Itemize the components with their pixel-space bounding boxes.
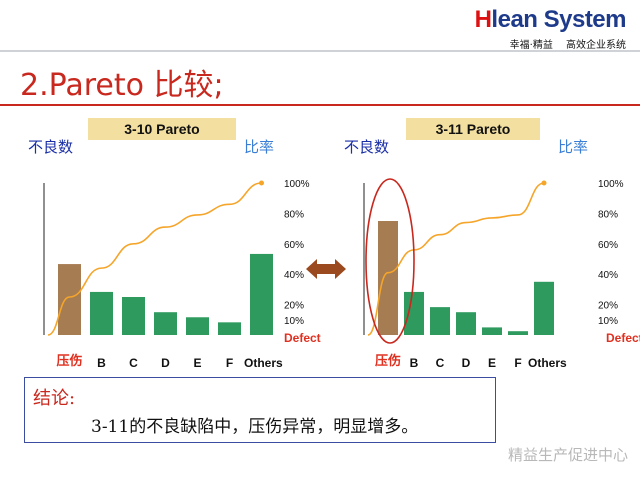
chart-title: 3-10 Pareto: [124, 121, 199, 137]
x-tick-label: F: [514, 356, 521, 370]
highlight-ellipse: [365, 178, 415, 344]
bar: [250, 253, 273, 335]
x-tick-label: F: [226, 356, 233, 370]
cumulative-line: [367, 182, 545, 336]
x-tick-label: C: [129, 356, 138, 370]
x-tick-label: 压伤: [375, 353, 401, 369]
y2-tick-label: 100%: [284, 179, 310, 190]
x-tick-label: C: [436, 356, 445, 370]
y2-tick-label: 60%: [598, 240, 618, 251]
x-tick-label: 压伤: [56, 353, 82, 369]
y2-tick-label: 20%: [598, 301, 618, 312]
header-subtitle: 幸福·精益 高效企业系统: [509, 40, 626, 51]
bar: [482, 327, 502, 335]
bar: [154, 312, 177, 335]
compare-double-arrow-icon: [306, 259, 346, 279]
x-axis-label: Defect: [606, 331, 640, 345]
y2-tick-label: 60%: [284, 240, 304, 251]
header-logo: Hlean System: [474, 6, 627, 34]
x-tick-label: Others: [528, 356, 567, 370]
y2-tick-label: 10%: [598, 316, 618, 327]
chart-title: 3-11 Pareto: [436, 121, 511, 137]
y2-tick-label: 40%: [284, 270, 304, 281]
y2-axis-label: 比率: [558, 138, 588, 156]
bar: [508, 331, 528, 335]
conclusion-text: 3-11的不良缺陷中，压伤异常，明显增多。: [91, 417, 419, 437]
y2-tick-label: 100%: [598, 179, 624, 190]
title-underline: [0, 104, 640, 106]
bar: [534, 281, 554, 335]
conclusion-box: 结论: 3-11的不良缺陷中，压伤异常，明显增多。: [24, 377, 496, 443]
bar: [404, 291, 424, 335]
x-tick-label: Others: [244, 356, 283, 370]
x-tick-label: D: [462, 356, 471, 370]
bar: [456, 312, 476, 335]
y-axis-label: 不良数: [344, 138, 389, 156]
x-tick-label: B: [410, 356, 419, 370]
y2-axis-label: 比率: [244, 138, 274, 156]
bar: [218, 322, 241, 335]
cumulative-end-point: [259, 180, 264, 186]
watermark-text: 精益生产促进中心: [507, 446, 628, 464]
cumulative-end-point: [541, 180, 547, 186]
bar: [430, 307, 450, 335]
y2-tick-label: 80%: [598, 209, 618, 220]
bar: [90, 291, 113, 335]
chart-title-tab: [88, 118, 236, 140]
cumulative-line: [47, 182, 262, 336]
x-tick-label: B: [97, 356, 106, 370]
bar: [58, 264, 81, 335]
conclusion-label: 结论:: [33, 388, 76, 409]
y-axis-label: 不良数: [28, 138, 73, 156]
chart-title-tab: [406, 118, 540, 140]
x-tick-label: E: [193, 356, 201, 370]
bar: [186, 317, 209, 335]
x-tick-label: E: [488, 356, 496, 370]
y2-tick-label: 20%: [284, 301, 304, 312]
bar: [378, 221, 398, 335]
logo-rest: lean System: [491, 6, 626, 33]
x-tick-label: D: [161, 356, 170, 370]
bar: [122, 297, 145, 335]
y2-tick-label: 80%: [284, 209, 304, 220]
slide-title: 2.Pareto 比较;: [20, 68, 224, 103]
logo-first-letter: H: [474, 6, 492, 33]
y2-tick-label: 40%: [598, 270, 618, 281]
y2-tick-label: 10%: [284, 316, 304, 327]
header-divider: [0, 50, 640, 52]
x-axis-label: Defect: [284, 331, 321, 345]
